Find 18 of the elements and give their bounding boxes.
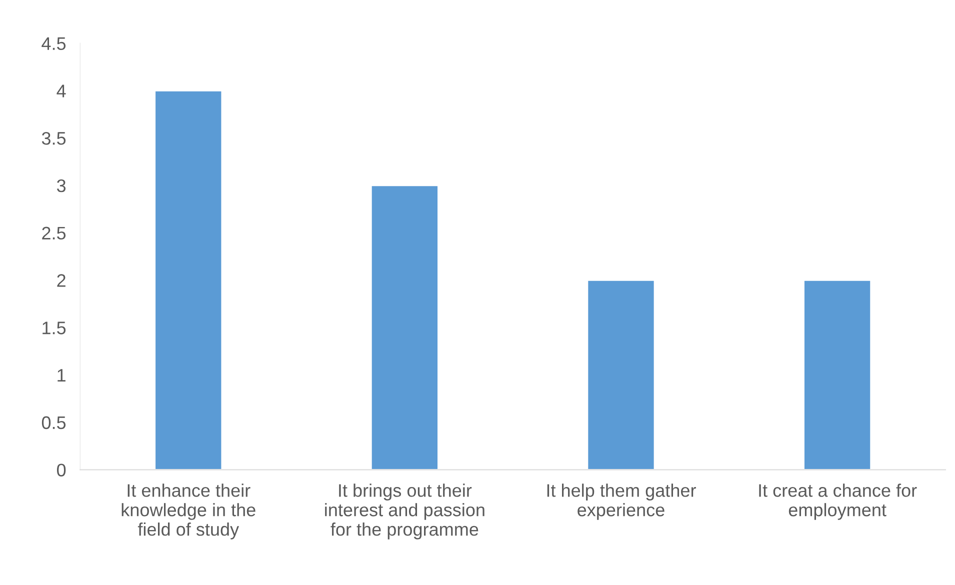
bar [154,90,223,470]
y-tick-label: 2.5 [42,226,66,240]
y-tick-label: 1 [58,369,66,382]
y-tick-label: 2 [57,274,66,287]
y-tick-label: 1.5 [42,322,66,334]
y-tick-label: 4 [56,84,66,98]
x-tick-label: It creat a chance for employment [759,484,917,520]
y-tick-label: 3 [56,179,66,192]
bar [370,184,439,470]
y-tick-label: 0 [56,464,66,476]
x-tick-label: It enhance their knowledge in the field of study [122,484,256,540]
bar [803,280,872,470]
x-tick-label: It brings out their interest and passion for the programme [325,484,484,540]
y-tick-label: 0.5 [42,416,66,430]
bar [586,280,656,470]
y-tick-label: 3.5 [42,132,66,145]
x-tick-label: It help them gather experience [547,484,696,520]
y-tick-label: 4.5 [42,37,66,50]
